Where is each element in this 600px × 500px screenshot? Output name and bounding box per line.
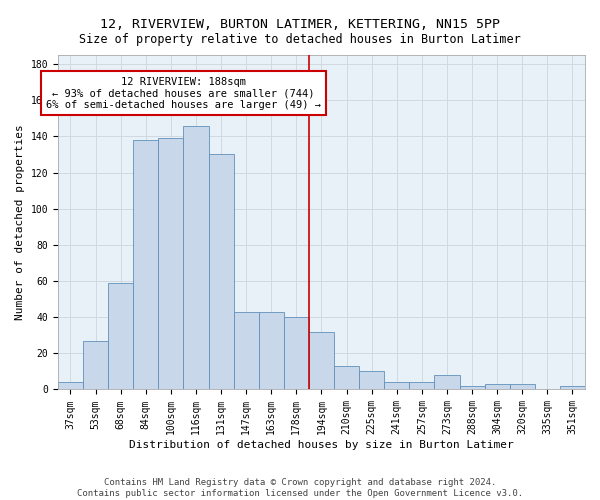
Y-axis label: Number of detached properties: Number of detached properties xyxy=(15,124,25,320)
Text: 12, RIVERVIEW, BURTON LATIMER, KETTERING, NN15 5PP: 12, RIVERVIEW, BURTON LATIMER, KETTERING… xyxy=(100,18,500,30)
Bar xyxy=(184,126,209,390)
Bar xyxy=(485,384,510,390)
Bar xyxy=(309,332,334,390)
Bar xyxy=(158,138,184,390)
Bar xyxy=(209,154,233,390)
Bar xyxy=(384,382,409,390)
Bar xyxy=(58,382,83,390)
Bar xyxy=(510,384,535,390)
Text: Contains HM Land Registry data © Crown copyright and database right 2024.
Contai: Contains HM Land Registry data © Crown c… xyxy=(77,478,523,498)
Bar xyxy=(259,312,284,390)
Bar xyxy=(409,382,434,390)
Bar xyxy=(359,372,384,390)
Bar xyxy=(560,386,585,390)
Text: Size of property relative to detached houses in Burton Latimer: Size of property relative to detached ho… xyxy=(79,32,521,46)
Bar xyxy=(233,312,259,390)
Bar xyxy=(83,340,108,390)
Bar xyxy=(108,283,133,390)
Bar xyxy=(133,140,158,390)
Text: 12 RIVERVIEW: 188sqm
← 93% of detached houses are smaller (744)
6% of semi-detac: 12 RIVERVIEW: 188sqm ← 93% of detached h… xyxy=(46,76,321,110)
Bar xyxy=(334,366,359,390)
Bar xyxy=(460,386,485,390)
X-axis label: Distribution of detached houses by size in Burton Latimer: Distribution of detached houses by size … xyxy=(129,440,514,450)
Bar xyxy=(284,317,309,390)
Bar xyxy=(434,375,460,390)
